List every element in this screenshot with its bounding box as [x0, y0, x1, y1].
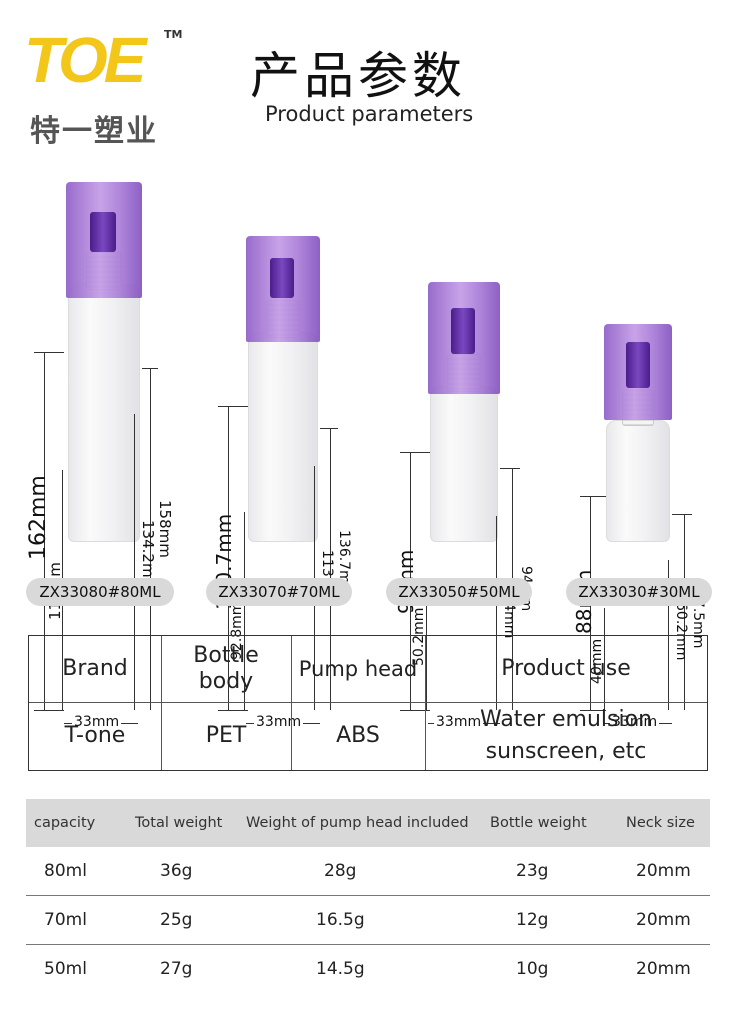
header-bottle-weight: Bottle weight [490, 815, 587, 831]
cell-neck-size: 20mm [636, 861, 691, 881]
cell-capacity: 80ml [44, 861, 87, 881]
cell-bottle-weight: 23g [516, 861, 549, 881]
row-divider [26, 895, 710, 896]
header-neck-size: Neck size [626, 815, 695, 831]
dim-line [218, 710, 248, 711]
dim-line [244, 512, 245, 710]
cell-pump-weight: 16.5g [316, 910, 365, 930]
dim-line [400, 710, 430, 711]
page-title: 产品参数 [250, 47, 466, 105]
logo-mark: TOE [24, 24, 146, 96]
bottle-body [606, 420, 670, 542]
cell-capacity: 70ml [44, 910, 87, 930]
header-product-use: Product use [501, 656, 631, 681]
cell-pump-weight: 14.5g [316, 959, 365, 979]
header-pump-head: Pump head [298, 657, 418, 681]
dim-line [580, 496, 606, 497]
bottle-image [66, 182, 142, 542]
table-divider [425, 636, 426, 770]
header-pump-weight: Weight of pump head included [246, 815, 469, 831]
dim-line [142, 368, 158, 369]
dim-total-height: 162mm [26, 475, 51, 560]
cell-total-weight: 36g [160, 861, 193, 881]
header-total-weight: Total weight [135, 815, 223, 831]
bottle-body [68, 284, 140, 542]
cell-total-weight: 27g [160, 959, 193, 979]
dim-line [228, 406, 229, 710]
table-divider [291, 636, 292, 770]
model-label-80ml: ZX33080#80ML [26, 578, 174, 606]
table-row: 80ml 36g 28g 23g 20mm [26, 847, 710, 896]
dim-line [34, 710, 64, 711]
dim-line [684, 514, 685, 710]
table-divider [161, 636, 162, 770]
pump-head [270, 258, 294, 298]
dim-line [580, 710, 606, 711]
dim-line [320, 428, 338, 429]
bottle-body [248, 332, 318, 542]
cell-pump-weight: 28g [324, 861, 357, 881]
value-product-use: Water emulsion sunscreen, etc [479, 707, 653, 764]
pump-head [90, 212, 116, 252]
cell-neck-size: 20mm [636, 959, 691, 979]
bottle-body [430, 386, 498, 542]
dim-line [134, 414, 135, 710]
dim-line [604, 608, 605, 710]
cell-total-weight: 25g [160, 910, 193, 930]
header-brand: Brand [62, 656, 128, 681]
dim-line [218, 406, 248, 407]
model-label-30ml: ZX33030#30ML [566, 578, 712, 606]
brand-logo: TOE TM 特一塑业 [24, 24, 194, 149]
dim-line [34, 352, 64, 353]
table-divider [29, 702, 707, 703]
cell-neck-size: 20mm [636, 910, 691, 930]
logo-trademark: TM [164, 28, 183, 41]
dim-line [330, 428, 331, 710]
value-pump-head: ABS [336, 723, 380, 748]
cell-bottle-weight: 12g [516, 910, 549, 930]
dim-width: 33mm [72, 714, 122, 730]
dim-line [500, 468, 520, 469]
table-row: 50ml 27g 14.5g 10g 20mm [26, 945, 710, 994]
dim-line [400, 452, 430, 453]
dim-width: 33mm [254, 714, 304, 730]
row-divider [26, 944, 710, 945]
dim-line [150, 368, 151, 710]
cell-bottle-weight: 10g [516, 959, 549, 979]
bottle-image [604, 324, 672, 542]
dim-line [44, 352, 45, 710]
bottle-diagram: 162mm 114mm 158mm 134.2mm 33mm 140.7mm 9… [0, 170, 738, 730]
dim-line [496, 516, 497, 710]
table-row: 70ml 25g 16.5g 12g 20mm [26, 896, 710, 945]
material-table: Brand Bottle body Pump head Product use … [28, 635, 708, 771]
bottle-image [428, 282, 500, 542]
dim-cap-to-base: 158mm [156, 500, 174, 558]
value-bottle-body: PET [205, 723, 247, 748]
header-capacity: capacity [34, 815, 96, 831]
pump-head [626, 342, 650, 388]
header-bottle-body: Bottle body [193, 643, 259, 694]
dim-width: 33mm [434, 714, 484, 730]
dim-width: 33mm [610, 714, 660, 730]
dim-line [426, 580, 427, 710]
model-label-70ml: ZX33070#70ML [206, 578, 352, 606]
logo-chinese-name: 特一塑业 [30, 114, 158, 149]
dim-line [672, 514, 692, 515]
page-subtitle: Product parameters [265, 102, 474, 126]
value-brand: T-one [64, 723, 126, 748]
cell-capacity: 50ml [44, 959, 87, 979]
bottle-image [246, 236, 320, 542]
model-label-50ml: ZX33050#50ML [386, 578, 532, 606]
spec-table-header: capacity Total weight Weight of pump hea… [26, 799, 710, 847]
pump-head [451, 308, 475, 354]
